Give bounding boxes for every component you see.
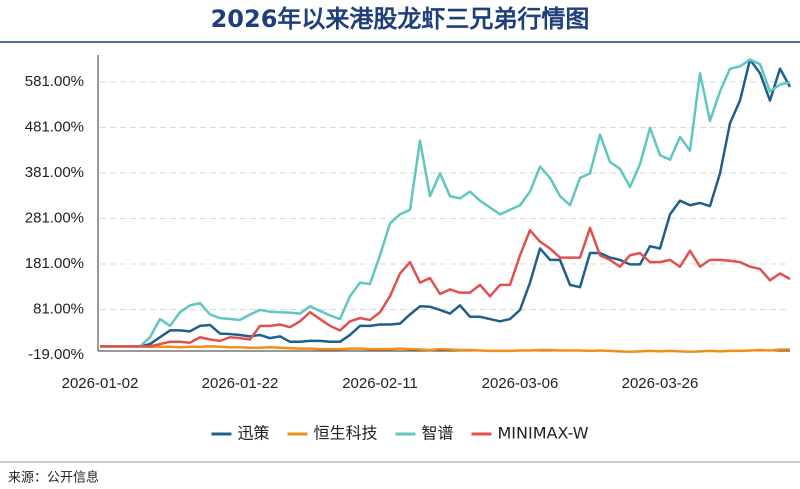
y-tick-label: 581.00% xyxy=(25,73,84,90)
source: 来源：公开信息 xyxy=(8,470,99,486)
chart-title: 2026年以来港股龙虾三兄弟行情图 xyxy=(211,5,590,33)
y-tick-label: 481.00% xyxy=(25,118,84,135)
legend-label: MINIMAX-W xyxy=(497,424,588,443)
y-tick-label: 281.00% xyxy=(25,209,84,226)
x-tick-label: 2026-01-02 xyxy=(62,375,139,392)
x-tick-label: 2026-01-22 xyxy=(202,375,279,392)
legend-label: 恒生科技 xyxy=(313,424,377,443)
x-tick-label: 2026-03-26 xyxy=(622,375,699,392)
x-tick-label: 2026-03-06 xyxy=(482,375,559,392)
y-tick-label: -19.00% xyxy=(28,346,84,363)
y-tick-label: 181.00% xyxy=(25,255,84,272)
legend-label: 迅策 xyxy=(237,424,269,443)
series-line xyxy=(100,345,790,354)
legend-label: 智谱 xyxy=(421,424,453,443)
series-line xyxy=(100,58,791,348)
x-tick-label: 2026-02-11 xyxy=(342,375,418,392)
series-line xyxy=(100,58,792,348)
series-line xyxy=(100,226,791,348)
y-tick-label: 81.00% xyxy=(33,300,84,317)
y-tick-label: 381.00% xyxy=(25,164,84,181)
